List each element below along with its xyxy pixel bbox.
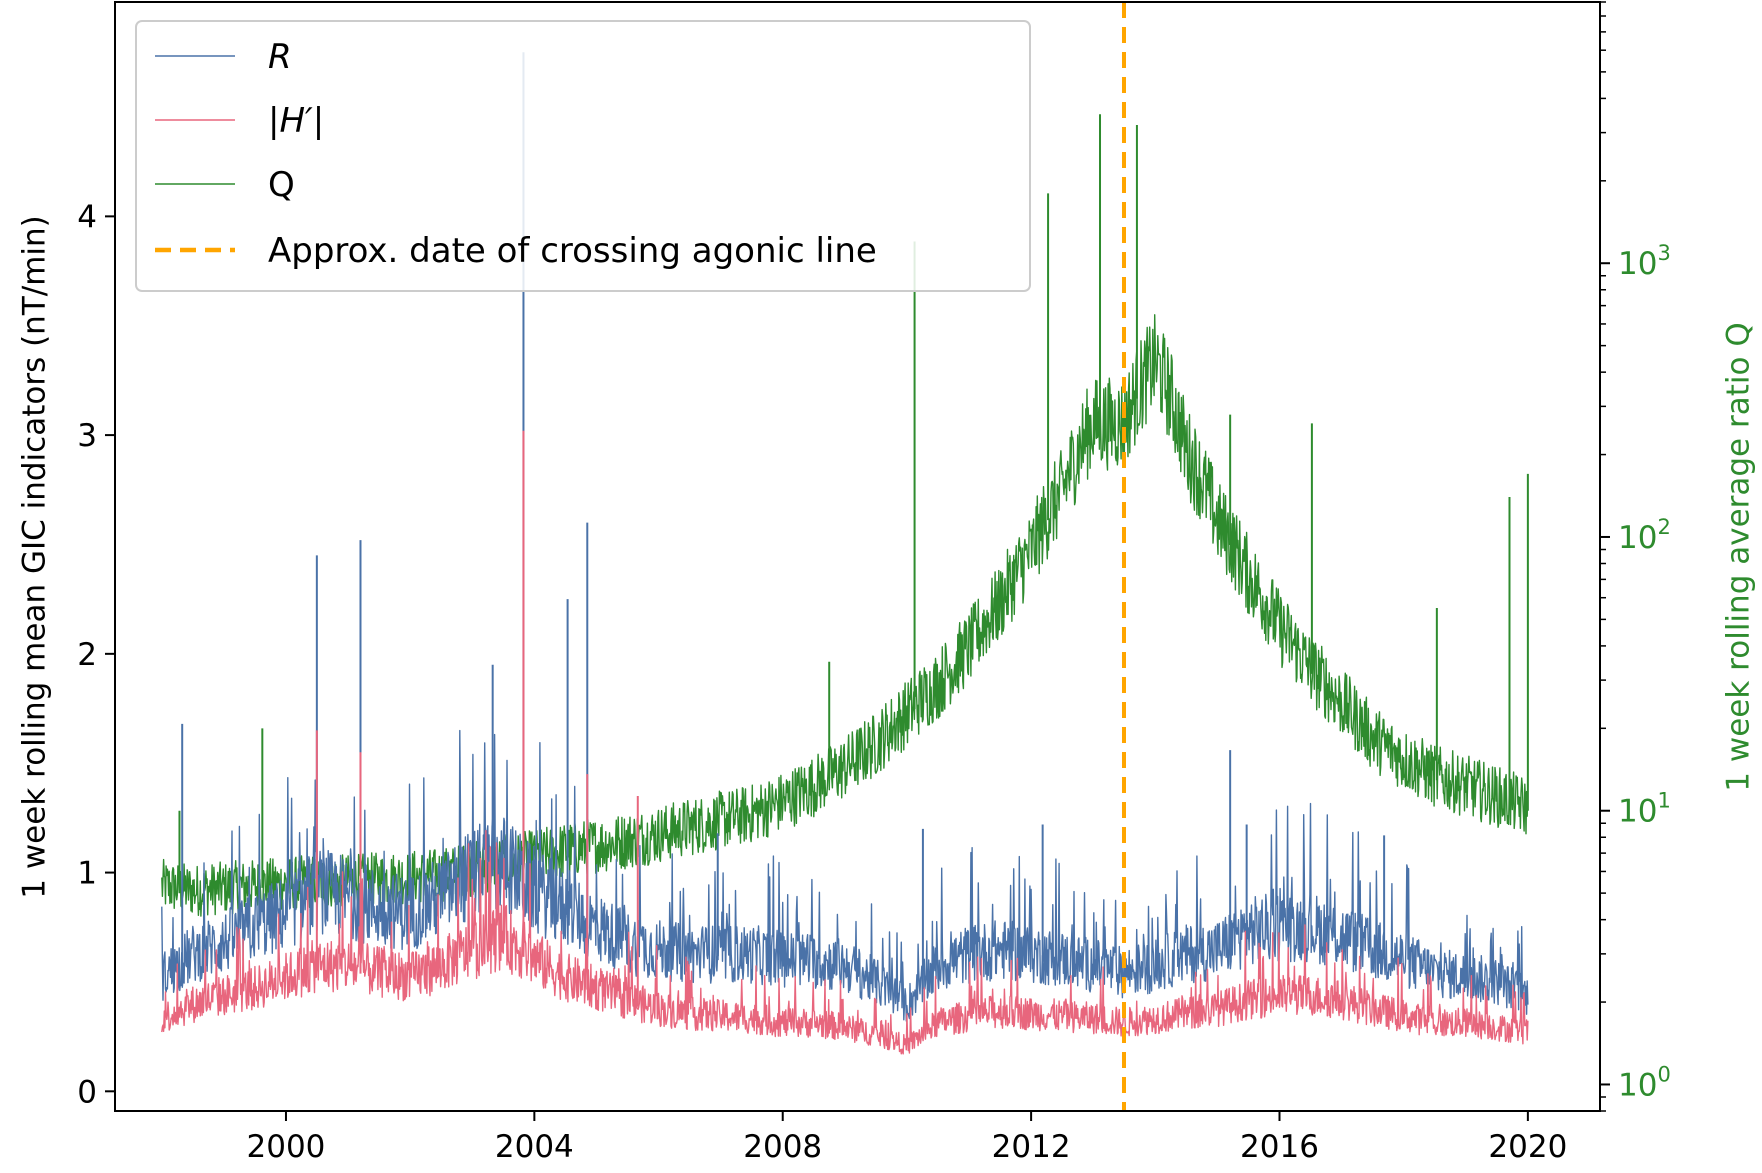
legend-label: R: [268, 37, 292, 77]
y-right-tick-label: 102: [1618, 515, 1671, 556]
y-axis-right: 100 101 102 103: [1600, 1, 1671, 1112]
series-line: [161, 830, 1529, 1055]
x-tick-label: 2020: [1488, 1129, 1567, 1165]
x-tick-label: 2016: [1240, 1129, 1319, 1165]
x-tick-label: 2004: [495, 1129, 574, 1165]
x-tick-label: 2012: [992, 1129, 1071, 1165]
y-right-tick-label: 103: [1618, 241, 1671, 282]
y-left-tick-label: 0: [77, 1074, 97, 1110]
series-line: [161, 729, 1529, 1022]
legend-label: Q: [268, 165, 295, 205]
y-axis-left: 0 1 2 3 4: [77, 199, 115, 1110]
plot-frame: [114, 1, 1601, 1112]
x-axis: 2000 2004 2008 2012 2016 2020: [247, 1111, 1567, 1165]
y-right-tick-label: 100: [1618, 1062, 1671, 1103]
legend-label: Approx. date of crossing agonic line: [268, 231, 877, 271]
y-left-tick-label: 4: [77, 199, 97, 235]
y-left-tick-label: 1: [77, 856, 97, 892]
y-left-tick-label: 2: [77, 637, 97, 673]
y-axis-left-title: 1 week rolling mean GIC indicators (nT/m…: [17, 215, 53, 899]
x-tick-label: 2008: [743, 1129, 822, 1165]
y-right-tick-label: 101: [1618, 789, 1671, 830]
legend-box: [135, 20, 1031, 292]
legend: R |H′| Q Approx. date of crossing agonic li…: [135, 20, 1031, 292]
x-tick-label: 2000: [247, 1129, 326, 1165]
series-h-prime: [161, 430, 1529, 1055]
y-left-tick-label: 3: [77, 418, 97, 454]
y-axis-right-title: 1 week rolling average ratio Q: [1721, 322, 1757, 791]
legend-label: |H′|: [268, 101, 324, 141]
